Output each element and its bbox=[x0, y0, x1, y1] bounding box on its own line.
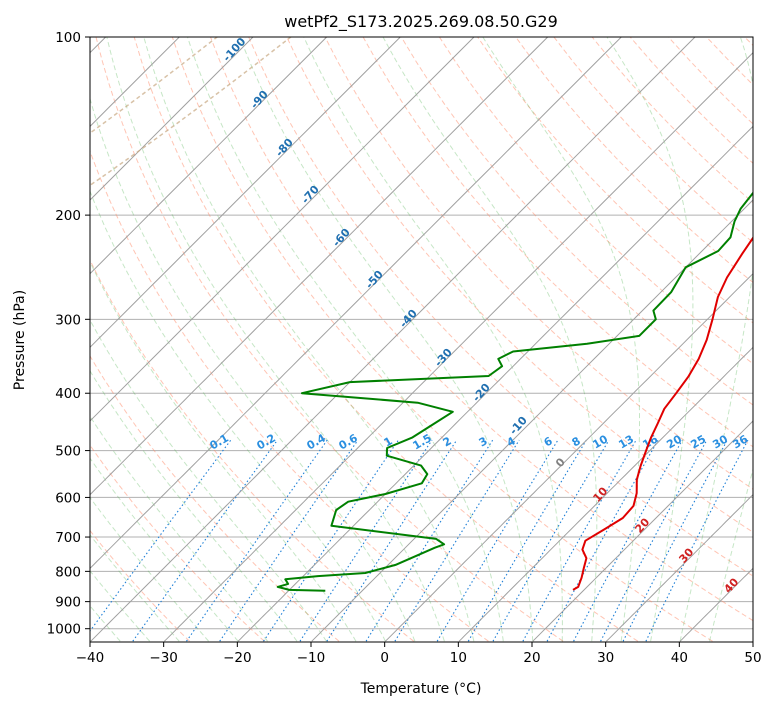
isotherm-line bbox=[385, 272, 753, 642]
mixing-ratio-line bbox=[299, 439, 433, 642]
dry-adiabat-line bbox=[438, 37, 753, 365]
dewpoint-profile-line bbox=[276, 191, 753, 592]
x-tick-label: 30 bbox=[597, 650, 614, 666]
isotherm-line bbox=[90, 37, 622, 570]
isotherm-line bbox=[606, 493, 753, 642]
x-axis: −40 −30 −20 −10 0 10 20 30 40 50 bbox=[76, 642, 762, 666]
y-tick-label: 600 bbox=[55, 490, 81, 506]
moist-adiabat-line bbox=[679, 37, 753, 642]
isotherm-line bbox=[90, 37, 475, 422]
y-tick-label: 300 bbox=[55, 312, 81, 328]
moist-adiabat-line bbox=[90, 260, 357, 642]
mixing-ratio-line bbox=[365, 439, 494, 642]
x-tick-label: −20 bbox=[223, 650, 252, 666]
dry-adiabat-line bbox=[90, 444, 265, 642]
dry-adiabat-line bbox=[248, 37, 753, 577]
isotherm-line bbox=[90, 37, 696, 642]
moist-adiabat-line bbox=[90, 318, 327, 642]
mixing-ratio-line bbox=[492, 439, 610, 642]
chart-title: wetPf2_S173.2025.269.08.50.G29 bbox=[284, 12, 558, 32]
dry-adiabat-line bbox=[210, 37, 753, 622]
isotherm-line bbox=[90, 37, 549, 496]
moist-adiabat-line bbox=[382, 37, 598, 642]
profile-series bbox=[276, 191, 753, 592]
skewed-isotherms bbox=[90, 37, 753, 642]
y-tick-label: 200 bbox=[55, 208, 81, 224]
mixing-ratio-line bbox=[263, 439, 399, 642]
isotherm-line bbox=[532, 420, 753, 642]
dry-adiabat-line bbox=[95, 37, 564, 642]
dry-adiabat-line bbox=[90, 529, 190, 642]
mixing-ratio-line bbox=[467, 439, 587, 642]
mixing-ratio-line bbox=[326, 439, 458, 642]
moist-adiabat-line bbox=[90, 457, 239, 642]
mixing-ratio-line bbox=[436, 439, 559, 642]
moist-adiabat-line bbox=[90, 415, 268, 642]
x-tick-label: 0 bbox=[380, 650, 389, 666]
mixing-ratio-line bbox=[645, 439, 749, 642]
dry-adiabat-line bbox=[171, 37, 713, 642]
dry-adiabat-line bbox=[400, 37, 753, 406]
y-tick-label: 400 bbox=[55, 386, 81, 402]
moist-adiabat-line bbox=[239, 37, 534, 642]
x-tick-label: 40 bbox=[671, 650, 688, 666]
isotherm-line bbox=[458, 346, 753, 642]
isotherm-line bbox=[237, 125, 753, 642]
x-axis-label: Temperature (°C) bbox=[360, 681, 482, 697]
x-tick-label: −10 bbox=[297, 650, 326, 666]
mixing-ratio-line bbox=[186, 439, 328, 642]
moist-adiabat-line bbox=[106, 37, 445, 642]
moist-adiabat-line bbox=[90, 189, 386, 642]
moist-adiabat-line bbox=[709, 467, 753, 642]
isotherm-line bbox=[90, 37, 401, 349]
x-tick-label: −40 bbox=[76, 650, 105, 666]
mixing-ratio-line bbox=[546, 439, 659, 642]
y-tick-label: 100 bbox=[55, 30, 81, 46]
temperature-profile-line bbox=[572, 236, 753, 591]
y-tick-label: 700 bbox=[55, 530, 81, 546]
y-tick-label: 800 bbox=[55, 564, 81, 580]
isotherm-line bbox=[311, 199, 753, 642]
dry-adiabat-line bbox=[324, 37, 753, 490]
x-tick-label: 20 bbox=[523, 650, 540, 666]
dry-adiabat-line bbox=[90, 149, 489, 642]
y-axis-label: Pressure (hPa) bbox=[12, 290, 28, 390]
moist-adiabat-line bbox=[187, 37, 504, 642]
mixing-ratio-line bbox=[522, 439, 637, 642]
y-tick-label: 1000 bbox=[47, 622, 81, 638]
dry-adiabat-line bbox=[133, 37, 639, 642]
y-tick-label: 500 bbox=[55, 444, 81, 460]
isotherm-line bbox=[164, 51, 753, 642]
x-tick-label: 10 bbox=[450, 650, 467, 666]
mixing-ratio-line bbox=[90, 439, 232, 632]
x-tick-label: 50 bbox=[744, 650, 761, 666]
y-tick-label: 900 bbox=[55, 595, 81, 611]
mixing-ratio-line bbox=[219, 439, 359, 642]
x-tick-label: −30 bbox=[149, 650, 178, 666]
y-axis: 100 200 300 400 500 600 700 800 900 1000 bbox=[47, 30, 90, 638]
plot-frame bbox=[89, 36, 754, 643]
isotherm-line bbox=[679, 567, 753, 642]
moist-adiabat-line bbox=[303, 37, 563, 642]
moist-adiabat-line bbox=[606, 37, 694, 642]
dry-adiabat-line bbox=[90, 355, 340, 642]
dry-adiabat-line bbox=[515, 37, 753, 284]
